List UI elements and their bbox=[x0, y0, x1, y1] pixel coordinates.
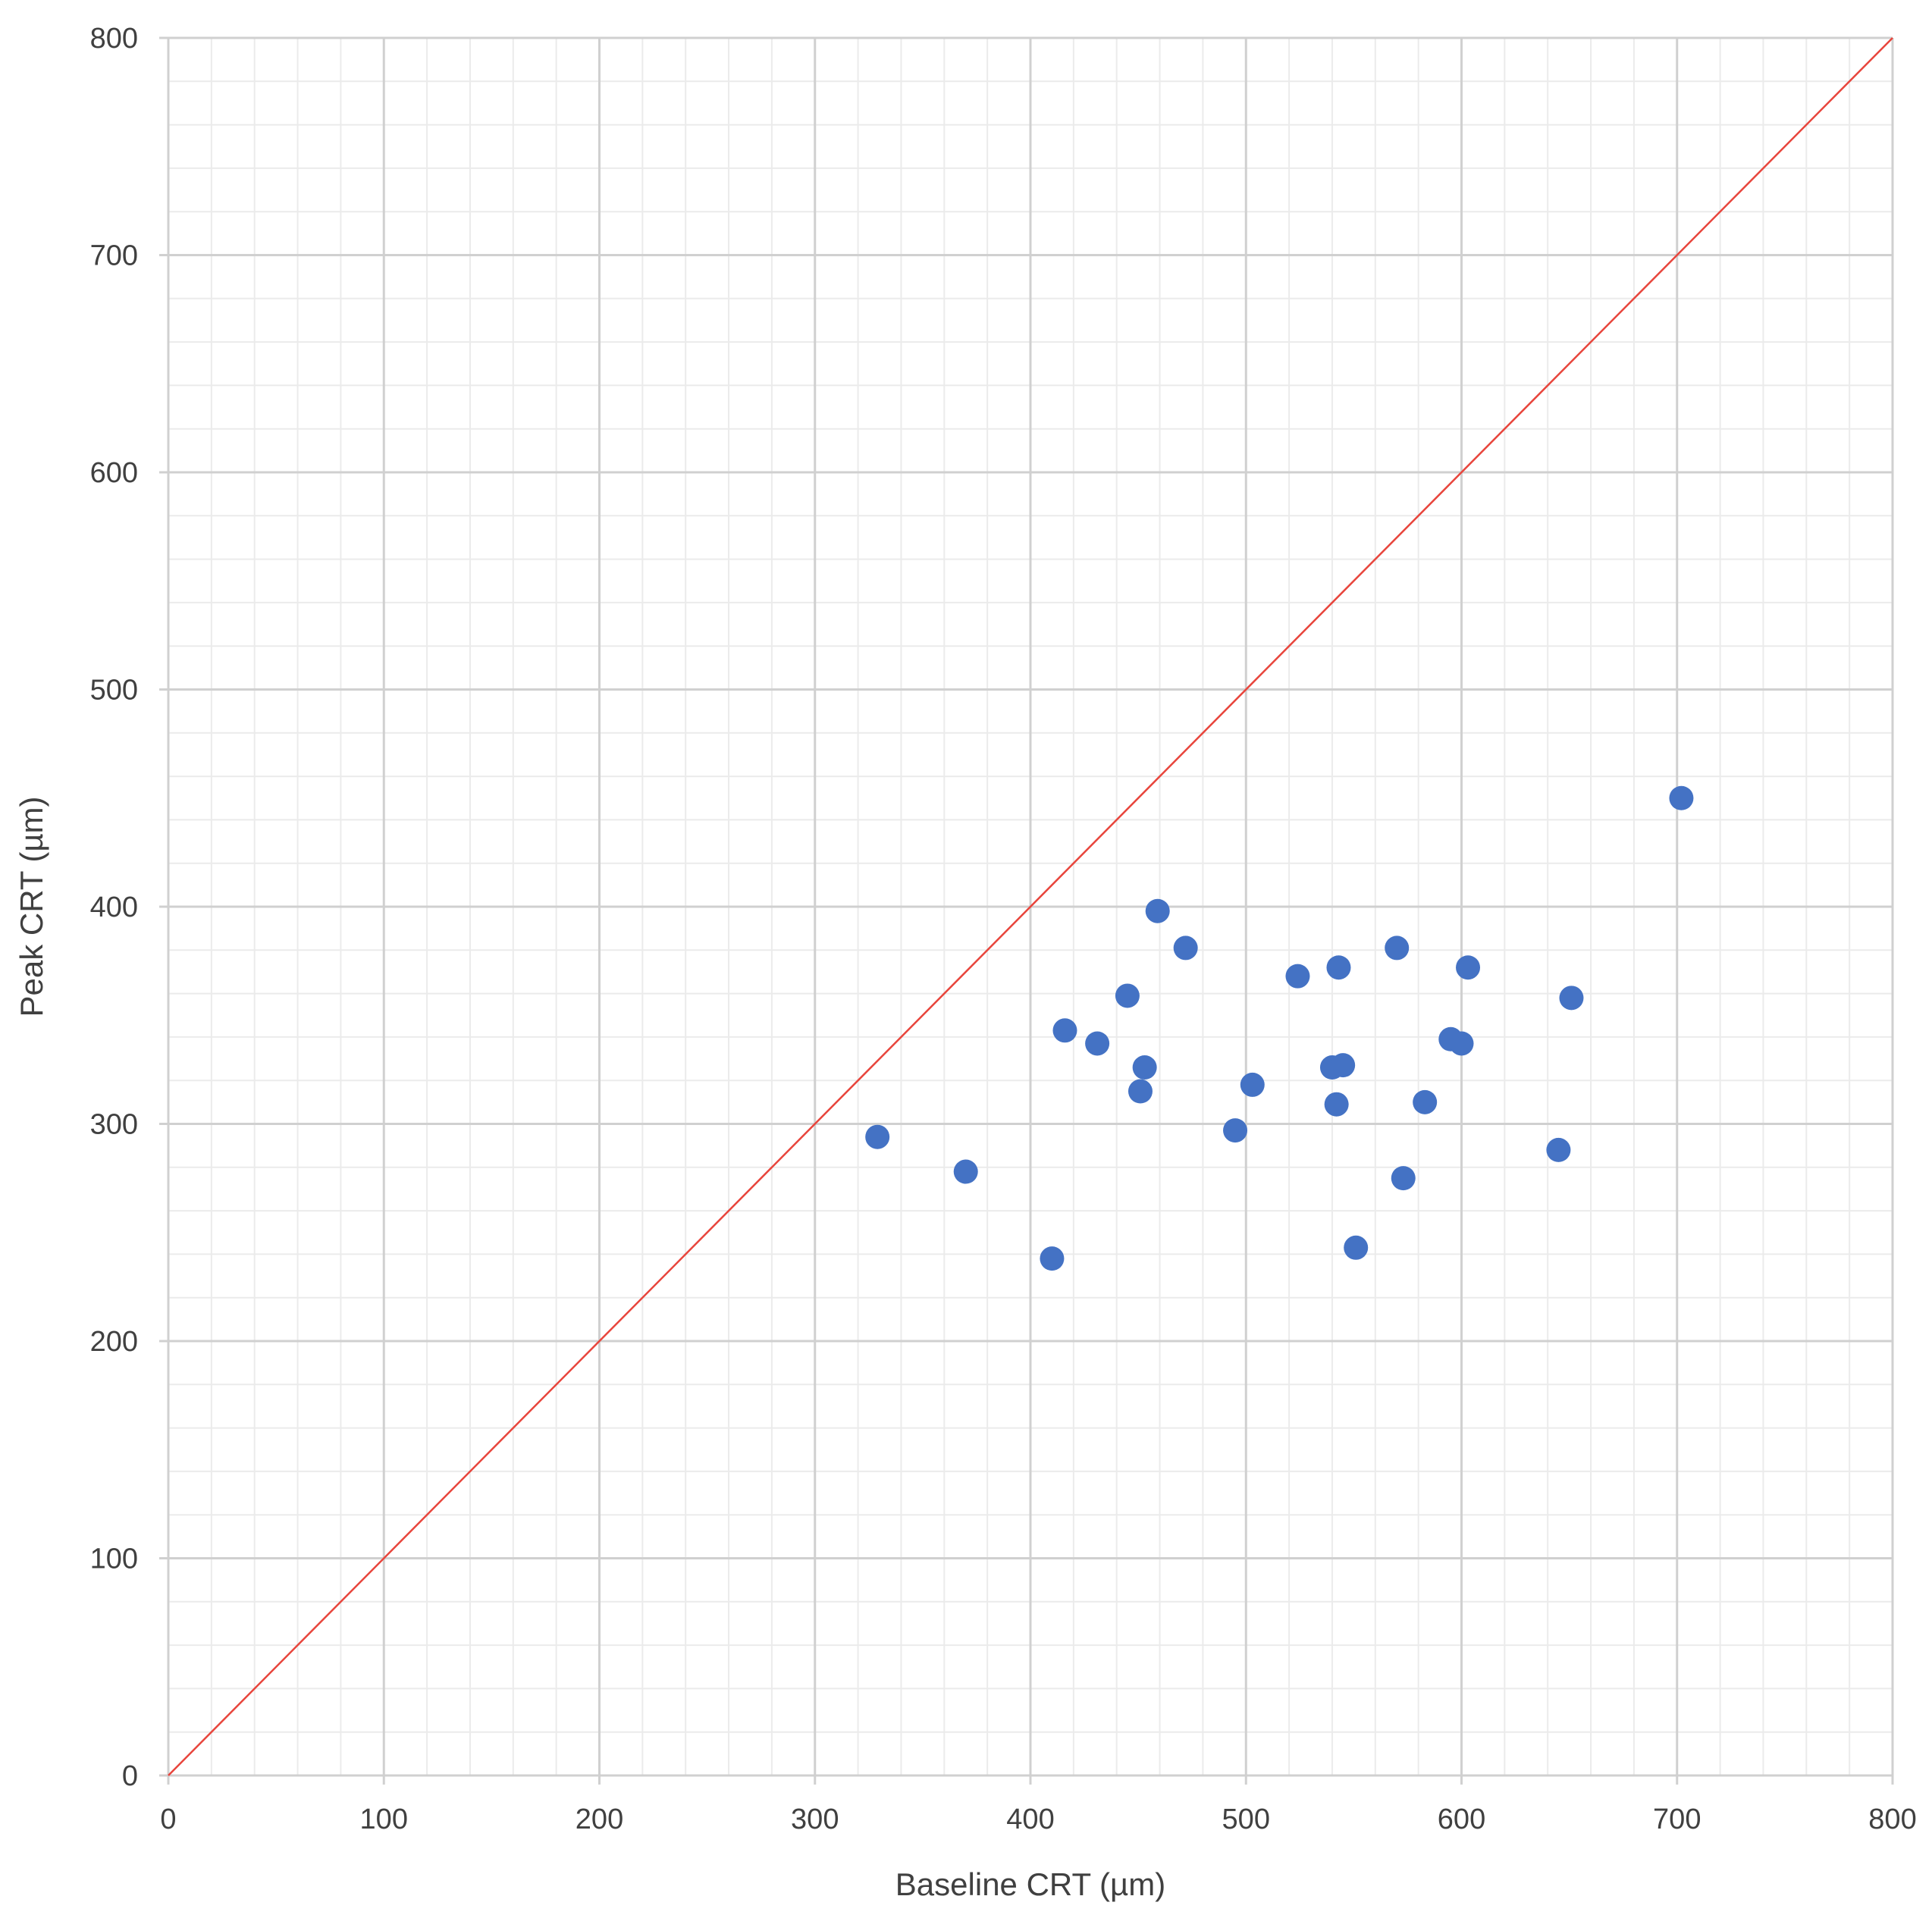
data-points bbox=[865, 785, 1694, 1271]
y-tick-label: 800 bbox=[90, 23, 138, 55]
data-point bbox=[1052, 1018, 1077, 1043]
data-point bbox=[1223, 1118, 1248, 1143]
x-tick-label: 400 bbox=[1006, 1804, 1054, 1835]
y-tick-label: 600 bbox=[90, 457, 138, 489]
data-point bbox=[1456, 955, 1481, 980]
y-tick-label: 700 bbox=[90, 240, 138, 272]
x-tick-label: 300 bbox=[791, 1804, 839, 1835]
data-point bbox=[1669, 785, 1694, 810]
data-point bbox=[1326, 955, 1351, 980]
y-tick-label: 400 bbox=[90, 892, 138, 923]
data-point bbox=[1324, 1092, 1349, 1117]
data-point bbox=[1413, 1089, 1438, 1114]
y-axis-title: Peak CRT (µm) bbox=[14, 796, 49, 1017]
data-point bbox=[1085, 1031, 1110, 1056]
x-axis-tick-labels: 0 100 200 300 400 500 600 700 800 bbox=[160, 1804, 1916, 1835]
y-tick-label: 200 bbox=[90, 1326, 138, 1358]
x-tick-label: 800 bbox=[1868, 1804, 1916, 1835]
x-tick-label: 100 bbox=[360, 1804, 408, 1835]
x-tick-label: 0 bbox=[160, 1804, 176, 1835]
y-tick-label: 100 bbox=[90, 1543, 138, 1575]
data-point bbox=[1040, 1246, 1065, 1271]
data-point bbox=[1128, 1079, 1153, 1104]
data-point bbox=[1240, 1072, 1265, 1097]
data-point bbox=[865, 1124, 890, 1149]
x-tick-label: 700 bbox=[1653, 1804, 1701, 1835]
data-point bbox=[1145, 898, 1170, 923]
x-tick-label: 600 bbox=[1438, 1804, 1485, 1835]
data-point bbox=[1344, 1235, 1369, 1260]
data-point bbox=[953, 1159, 978, 1184]
x-tick-label: 200 bbox=[576, 1804, 623, 1835]
y-axis-tick-labels: 0 100 200 300 400 500 600 700 800 bbox=[90, 23, 138, 1792]
data-point bbox=[1559, 986, 1584, 1011]
data-point bbox=[1285, 964, 1310, 989]
major-gridlines bbox=[159, 36, 1894, 1785]
data-point bbox=[1115, 983, 1140, 1008]
data-point bbox=[1385, 935, 1410, 961]
data-point bbox=[1449, 1031, 1474, 1056]
x-axis-title: Baseline CRT (µm) bbox=[895, 1866, 1165, 1902]
data-point bbox=[1132, 1055, 1157, 1080]
y-tick-label: 300 bbox=[90, 1109, 138, 1141]
y-tick-label: 0 bbox=[122, 1760, 138, 1792]
data-point bbox=[1391, 1166, 1416, 1191]
data-point bbox=[1546, 1137, 1571, 1162]
x-tick-label: 500 bbox=[1222, 1804, 1270, 1835]
data-point bbox=[1173, 935, 1198, 961]
y-tick-label: 500 bbox=[90, 675, 138, 707]
reference-line bbox=[168, 37, 1893, 1776]
data-point bbox=[1331, 1053, 1356, 1078]
reference-line-group bbox=[168, 37, 1893, 1776]
